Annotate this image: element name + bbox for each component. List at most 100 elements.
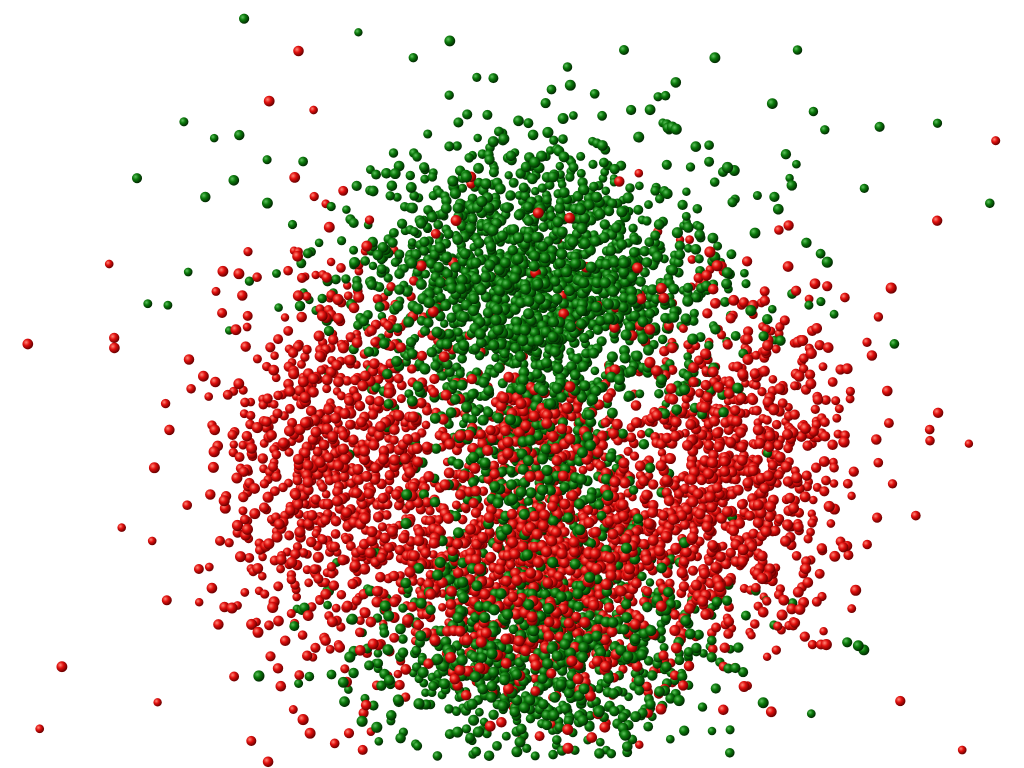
- red-particle: [801, 470, 812, 481]
- red-particle: [808, 495, 818, 505]
- green-particle: [573, 601, 584, 612]
- green-particle: [423, 317, 434, 328]
- red-particle: [831, 396, 841, 406]
- green-particle: [804, 300, 814, 310]
- green-particle: [425, 604, 436, 616]
- green-particle: [505, 190, 516, 201]
- red-particle: [271, 449, 282, 460]
- red-particle: [723, 616, 735, 627]
- green-particle: [342, 205, 351, 214]
- red-particle: [924, 424, 935, 435]
- green-particle: [704, 140, 714, 151]
- red-particle: [296, 272, 308, 283]
- red-particle: [320, 635, 331, 646]
- red-particle: [451, 500, 461, 510]
- green-particle: [533, 430, 544, 441]
- green-particle: [354, 28, 363, 37]
- red-particle: [240, 587, 250, 597]
- red-particle: [316, 365, 326, 375]
- green-particle: [654, 388, 664, 399]
- red-particle: [217, 307, 228, 319]
- red-particle: [712, 482, 723, 493]
- red-particle: [818, 362, 828, 371]
- green-particle: [299, 602, 310, 613]
- red-particle: [774, 225, 784, 235]
- green-particle: [752, 190, 762, 201]
- red-particle: [407, 364, 417, 374]
- red-particle: [354, 266, 364, 276]
- green-particle: [304, 671, 315, 682]
- red-particle: [286, 574, 297, 585]
- red-particle: [826, 519, 836, 528]
- red-particle: [695, 388, 705, 398]
- red-particle: [707, 283, 719, 295]
- red-particle: [421, 441, 433, 453]
- green-particle: [586, 538, 597, 549]
- red-particle: [534, 731, 545, 742]
- red-particle: [658, 650, 669, 661]
- green-particle: [383, 398, 394, 410]
- green-particle: [523, 215, 534, 227]
- green-particle: [419, 245, 430, 256]
- red-particle: [806, 527, 815, 537]
- red-particle: [703, 440, 715, 451]
- red-particle: [303, 518, 314, 529]
- red-particle: [718, 704, 729, 716]
- red-particle: [354, 400, 366, 412]
- green-particle: [349, 245, 359, 255]
- green-particle: [569, 111, 578, 120]
- red-particle: [707, 644, 718, 654]
- green-particle: [681, 211, 691, 221]
- red-particle: [377, 492, 389, 504]
- green-particle: [556, 392, 567, 403]
- red-particle: [285, 505, 296, 516]
- red-particle: [237, 290, 248, 301]
- green-particle: [546, 84, 557, 95]
- green-particle: [551, 735, 562, 745]
- red-particle: [252, 354, 262, 364]
- red-particle: [246, 735, 257, 746]
- green-particle: [694, 229, 705, 241]
- red-particle: [583, 505, 594, 515]
- green-particle: [661, 613, 672, 624]
- green-particle: [432, 751, 443, 761]
- green-particle: [492, 740, 502, 751]
- green-particle: [351, 180, 362, 192]
- green-particle: [518, 182, 529, 193]
- red-particle: [702, 392, 713, 403]
- red-particle: [429, 373, 440, 385]
- red-particle: [595, 460, 606, 471]
- red-particle: [807, 518, 817, 528]
- green-particle: [609, 706, 620, 717]
- red-particle: [210, 376, 221, 388]
- green-particle: [707, 726, 717, 736]
- green-particle: [576, 168, 586, 178]
- green-particle: [374, 282, 385, 293]
- red-particle: [290, 548, 301, 560]
- green-particle: [387, 237, 398, 248]
- green-particle: [645, 578, 655, 587]
- red-particle: [351, 595, 362, 606]
- green-particle: [411, 645, 422, 656]
- red-particle: [774, 470, 784, 480]
- green-particle: [659, 643, 669, 652]
- green-particle: [337, 236, 347, 246]
- red-particle: [328, 580, 340, 591]
- green-particle: [407, 238, 417, 247]
- green-particle: [726, 249, 737, 260]
- green-particle: [661, 159, 672, 170]
- green-particle: [452, 141, 462, 151]
- red-particle: [327, 569, 337, 579]
- red-particle: [182, 500, 193, 511]
- red-particle: [847, 604, 857, 614]
- green-particle: [706, 652, 717, 663]
- green-particle: [775, 335, 786, 346]
- green-particle: [525, 713, 536, 724]
- green-particle: [538, 698, 549, 710]
- red-particle: [183, 354, 195, 365]
- red-particle: [665, 578, 675, 589]
- green-particle: [382, 368, 393, 380]
- red-particle: [283, 325, 294, 336]
- green-particle: [710, 683, 721, 694]
